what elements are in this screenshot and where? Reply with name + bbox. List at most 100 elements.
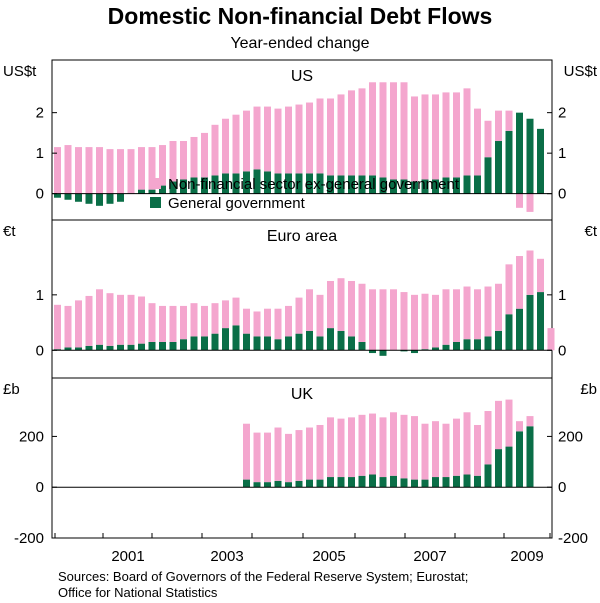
- bar-private: [75, 147, 82, 194]
- bar-private: [453, 418, 460, 476]
- bar-private: [442, 289, 450, 345]
- bar-private: [159, 305, 166, 342]
- x-tick-label: 2003: [210, 548, 243, 565]
- bar-private: [274, 308, 282, 340]
- bar-government: [274, 480, 282, 488]
- bar-government: [127, 344, 135, 351]
- bar-private: [106, 293, 114, 346]
- bar-government: [505, 314, 513, 351]
- bar-private: [75, 300, 82, 348]
- bar-private: [64, 305, 72, 348]
- x-tick-label: 2009: [510, 548, 543, 565]
- bar-government: [243, 171, 250, 194]
- bar-government: [421, 179, 429, 194]
- bar-government: [64, 347, 72, 351]
- bar-government: [232, 173, 240, 194]
- bar-private: [516, 421, 523, 432]
- bar-government: [232, 325, 240, 351]
- bar-private: [348, 280, 355, 337]
- bar-private: [316, 424, 324, 480]
- bar-private: [295, 430, 303, 481]
- bar-government: [526, 426, 534, 488]
- bar-government: [106, 345, 114, 351]
- bar-government: [295, 480, 303, 488]
- bar-private: [453, 92, 460, 178]
- bar-private: [285, 305, 292, 337]
- x-axis-ticks: 2001 2003 2005 2007 2009: [54, 533, 551, 565]
- bar-government: [348, 336, 355, 351]
- bar-government: [148, 189, 156, 194]
- bar-private: [484, 286, 492, 337]
- bar-private: [516, 193, 523, 208]
- bar-private: [400, 414, 408, 479]
- bar-private: [306, 289, 313, 331]
- bar-private: [358, 88, 366, 176]
- panel-0: US US$t US$t 2 2 1 1 0 0: [3, 63, 598, 212]
- bar-government: [421, 349, 429, 351]
- bar-private: [316, 98, 324, 174]
- bar-private: [484, 411, 492, 465]
- bar-private: [337, 94, 345, 176]
- bar-government: [264, 171, 271, 194]
- bar-government: [432, 179, 439, 194]
- bar-government: [201, 177, 208, 194]
- bar-private: [285, 433, 292, 483]
- bar-government: [327, 328, 334, 351]
- bar-private: [453, 289, 460, 342]
- y-tick-label-right: -200: [558, 530, 588, 547]
- bar-government: [400, 179, 408, 194]
- bar-government: [211, 175, 219, 194]
- bar-private: [117, 149, 124, 194]
- plot-frame: [51, 59, 553, 539]
- bar-private: [190, 136, 198, 178]
- bar-government: [159, 341, 166, 351]
- bar-government: [159, 185, 166, 194]
- bar-government: [180, 339, 187, 351]
- bar-private: [169, 305, 177, 342]
- bar-government: [348, 175, 355, 194]
- bar-government: [390, 475, 397, 488]
- bar-government: [516, 431, 523, 488]
- bar-private: [463, 286, 471, 340]
- panel-title: US: [291, 68, 313, 85]
- bar-private: [358, 414, 366, 476]
- bar-private: [505, 399, 513, 447]
- y-tick-label-right: 1: [558, 287, 566, 304]
- bar-private: [117, 294, 124, 345]
- bar-government: [474, 475, 481, 488]
- bar-private: [253, 106, 261, 170]
- bar-private: [253, 432, 261, 483]
- bar-government: [54, 349, 61, 351]
- bar-private: [243, 110, 250, 172]
- bar-private: [96, 147, 103, 194]
- bar-government: [306, 173, 313, 194]
- bar-government: [358, 341, 366, 351]
- bar-government: [243, 479, 250, 488]
- bar-government: [369, 474, 376, 488]
- bar-government: [316, 173, 324, 194]
- bar-private: [379, 289, 387, 351]
- bar-government: [390, 179, 397, 194]
- bar-government: [453, 475, 460, 488]
- bar-private: [264, 308, 271, 337]
- bar-private: [222, 300, 229, 329]
- bar-private: [127, 294, 135, 345]
- bar-private: [337, 418, 345, 478]
- bar-private: [190, 303, 198, 337]
- bar-government: [64, 193, 72, 200]
- bar-private: [106, 149, 114, 194]
- bar-private: [442, 423, 450, 478]
- bar-private: [232, 114, 240, 174]
- bar-government: [432, 477, 439, 488]
- bar-private: [348, 90, 355, 176]
- bar-private: [411, 294, 418, 351]
- bar-government: [495, 330, 502, 351]
- bar-private: [169, 141, 177, 182]
- bar-government: [327, 175, 334, 194]
- bar-private: [474, 289, 481, 340]
- bar-government: [222, 328, 229, 351]
- bar-government: [295, 333, 303, 351]
- panel-bars: [54, 250, 555, 356]
- bar-government: [316, 336, 324, 351]
